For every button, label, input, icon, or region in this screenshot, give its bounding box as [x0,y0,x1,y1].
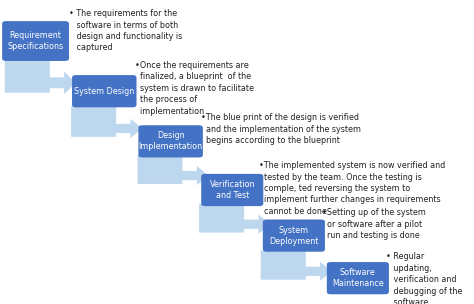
Polygon shape [5,56,76,94]
FancyBboxPatch shape [263,219,325,252]
Text: •Setting up of the system
  or software after a pilot
  run and testing is done: •Setting up of the system or software af… [322,208,426,240]
Text: System
Deployment: System Deployment [269,226,319,246]
Text: Design
Implementation: Design Implementation [138,131,203,151]
Polygon shape [199,204,270,234]
FancyBboxPatch shape [327,262,389,294]
FancyBboxPatch shape [201,174,264,206]
Text: Requirement
Specifications: Requirement Specifications [8,31,64,51]
Text: Verification
and Test: Verification and Test [210,180,255,200]
Text: •The blue print of the design is verified
  and the implementation of the system: •The blue print of the design is verifie… [201,113,362,145]
Text: •The implemented system is now verified and
  tested by the team. Once the testi: •The implemented system is now verified … [259,161,446,216]
Text: •Once the requirements are
  finalized, a blueprint  of the
  system is drawn to: •Once the requirements are finalized, a … [135,61,254,116]
Polygon shape [71,106,142,138]
Polygon shape [261,251,332,281]
FancyBboxPatch shape [72,75,137,107]
Polygon shape [137,155,209,185]
Text: • Regular
   updating,
   verification and
   debugging of the
   software: • Regular updating, verification and deb… [386,252,463,304]
Text: Software
Maintenance: Software Maintenance [332,268,384,288]
Text: System Design: System Design [74,87,135,96]
FancyBboxPatch shape [2,21,69,61]
FancyBboxPatch shape [138,125,203,157]
Text: • The requirements for the
   software in terms of both
   design and functional: • The requirements for the software in t… [69,9,182,53]
